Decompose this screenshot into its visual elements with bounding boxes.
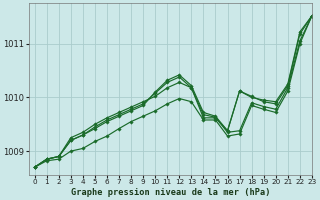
X-axis label: Graphe pression niveau de la mer (hPa): Graphe pression niveau de la mer (hPa)	[70, 188, 270, 197]
